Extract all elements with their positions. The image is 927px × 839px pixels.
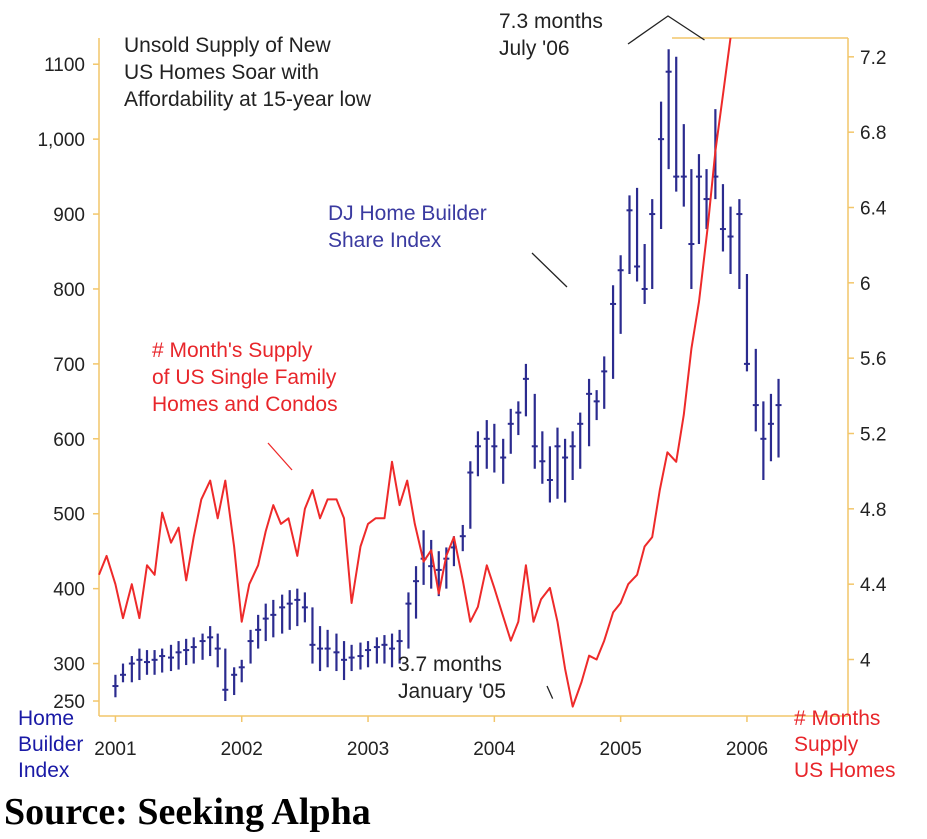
supply-series [98, 37, 732, 708]
peak-annotation-line-1: 7.3 months [499, 10, 603, 33]
supply-line [98, 37, 732, 708]
left-axis-ticks: 1100 1,000 900 800 700 600 500 400 300 250 [37, 55, 99, 713]
left-tick-label: 250 [53, 692, 85, 713]
home-builder-series [112, 49, 782, 702]
right-tick-label: 6 [860, 274, 871, 295]
home-builder-label-line-2: Share Index [328, 229, 442, 252]
supply-label-line-3: Homes and Condos [152, 393, 338, 416]
x-tick-label: 2005 [600, 739, 642, 760]
trough-annotation-line-2: January '05 [398, 680, 506, 703]
supply-label-line-2: of US Single Family [152, 366, 337, 389]
left-tick-label: 800 [53, 280, 85, 301]
peak-annotation-line-2: July '06 [499, 37, 570, 60]
chart: 1100 1,000 900 800 700 600 500 400 300 250 7.2 6.8… [18, 10, 896, 782]
right-tick-label: 4.4 [860, 575, 887, 596]
left-axis-title-line-1: Home [18, 707, 74, 730]
x-tick-label: 2002 [221, 739, 263, 760]
right-tick-label: 4.8 [860, 500, 886, 521]
right-tick-label: 5.2 [860, 425, 886, 446]
chart-title-line-1: Unsold Supply of New [124, 34, 331, 57]
left-tick-label: 600 [53, 430, 85, 451]
supply-label-line-1: # Month's Supply [152, 339, 313, 362]
right-tick-label: 6.4 [860, 199, 887, 220]
right-axis-title-line-1: # Months [794, 707, 880, 730]
left-tick-label: 300 [53, 655, 85, 676]
x-tick-label: 2004 [473, 739, 516, 760]
left-tick-label: 400 [53, 580, 85, 601]
right-tick-label: 5.6 [860, 349, 886, 370]
trough-annotation-line-1: 3.7 months [398, 653, 502, 676]
x-tick-label: 2001 [94, 739, 136, 760]
left-axis-title-line-2: Builder [18, 733, 83, 756]
left-tick-label: 900 [53, 205, 85, 226]
annotation-pointers [267, 15, 705, 699]
supply-label-pointer [267, 442, 293, 471]
chart-title-line-3: Affordability at 15-year low [124, 88, 372, 111]
home-builder-label-line-1: DJ Home Builder [328, 202, 487, 225]
left-tick-label: 1,000 [37, 130, 85, 151]
x-axis-ticks: 2001 2002 2003 2004 2005 2006 [94, 716, 768, 760]
peak-pointer [627, 15, 705, 45]
right-axis-ticks: 7.2 6.8 6.4 6 5.6 5.2 4.8 4.4 4 [848, 48, 887, 672]
left-tick-label: 700 [53, 355, 85, 376]
right-tick-label: 7.2 [860, 48, 886, 69]
home-builder-label-pointer [531, 252, 568, 288]
right-tick-label: 4 [860, 651, 871, 672]
left-tick-label: 500 [53, 505, 85, 526]
left-axis-title-line-3: Index [18, 759, 70, 782]
x-tick-label: 2006 [726, 739, 768, 760]
left-tick-label: 1100 [44, 55, 85, 76]
x-tick-label: 2003 [347, 739, 389, 760]
right-axis-title-line-3: US Homes [794, 759, 896, 782]
chart-title-line-2: US Homes Soar with [124, 61, 319, 84]
right-tick-label: 6.8 [860, 123, 886, 144]
trough-pointer [546, 685, 554, 699]
source-caption: Source: Seeking Alpha [4, 791, 371, 833]
right-axis-title-line-2: Supply [794, 733, 859, 756]
